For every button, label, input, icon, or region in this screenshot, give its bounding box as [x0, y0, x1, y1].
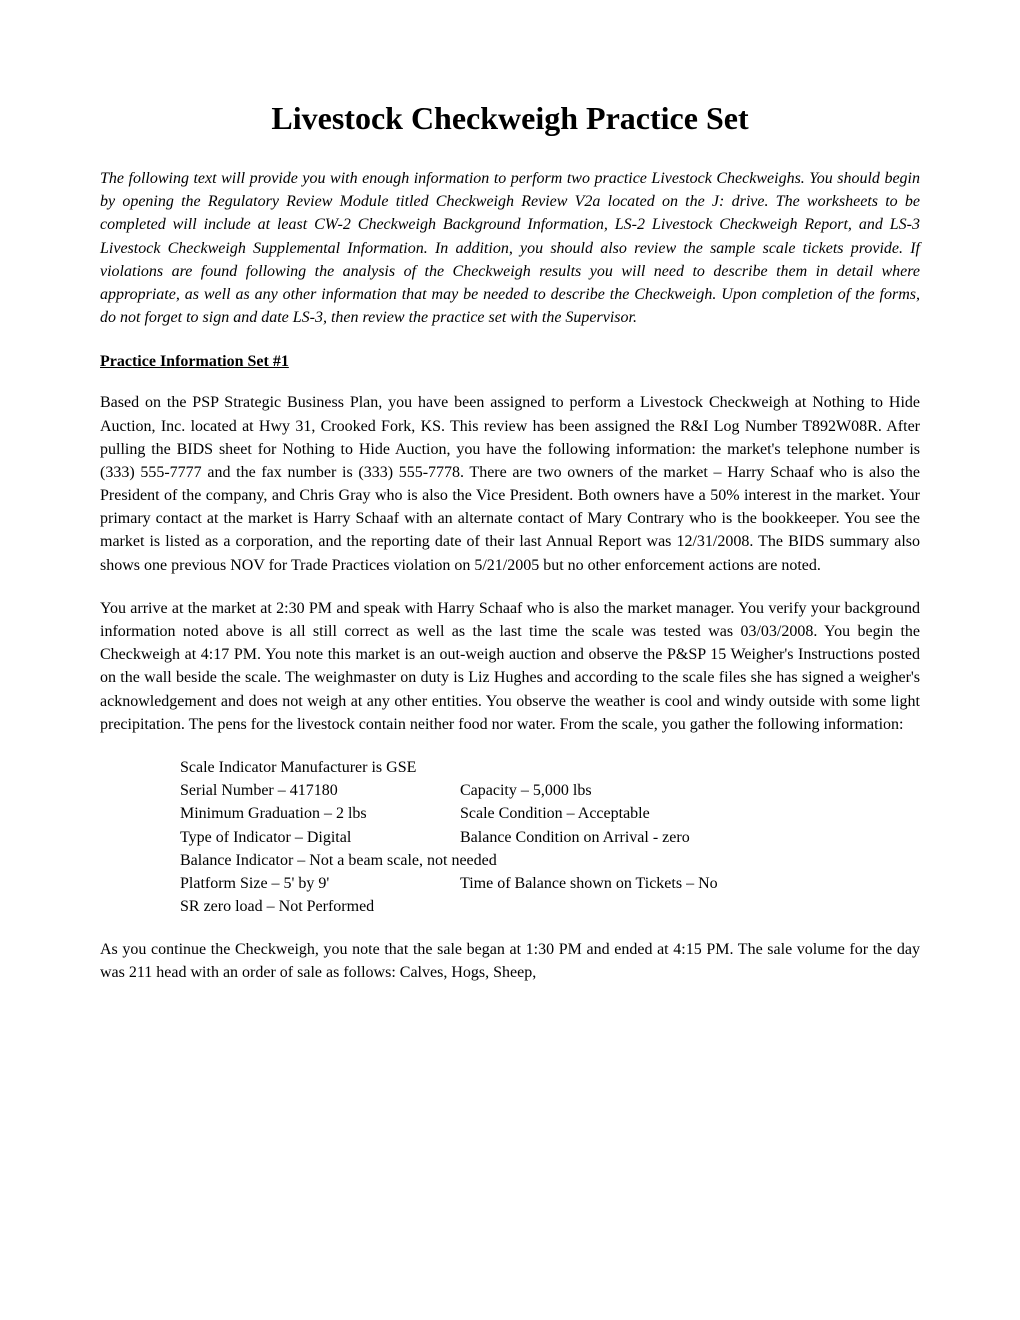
paragraph-1: Based on the PSP Strategic Business Plan…	[100, 391, 920, 577]
scale-info-block: Scale Indicator Manufacturer is GSE Seri…	[180, 756, 920, 918]
scale-min-graduation: Minimum Graduation – 2 lbs	[180, 802, 460, 825]
paragraph-3: As you continue the Checkweigh, you note…	[100, 938, 920, 984]
scale-capacity: Capacity – 5,000 lbs	[460, 779, 920, 802]
scale-serial: Serial Number – 417180	[180, 779, 460, 802]
section-heading-1: Practice Information Set #1	[100, 353, 920, 371]
document-title: Livestock Checkweigh Practice Set	[100, 100, 920, 137]
document-page: Livestock Checkweigh Practice Set The fo…	[0, 0, 1020, 1065]
scale-balance-indicator: Balance Indicator – Not a beam scale, no…	[180, 849, 920, 872]
scale-manufacturer: Scale Indicator Manufacturer is GSE	[180, 756, 920, 779]
scale-platform-size: Platform Size – 5' by 9'	[180, 872, 460, 895]
paragraph-2: You arrive at the market at 2:30 PM and …	[100, 597, 920, 736]
scale-indicator-type: Type of Indicator – Digital	[180, 826, 460, 849]
scale-time-balance: Time of Balance shown on Tickets – No	[460, 872, 920, 895]
scale-balance-condition: Balance Condition on Arrival - zero	[460, 826, 920, 849]
scale-condition: Scale Condition – Acceptable	[460, 802, 920, 825]
scale-sr-zero-load: SR zero load – Not Performed	[180, 895, 920, 918]
intro-paragraph: The following text will provide you with…	[100, 167, 920, 329]
